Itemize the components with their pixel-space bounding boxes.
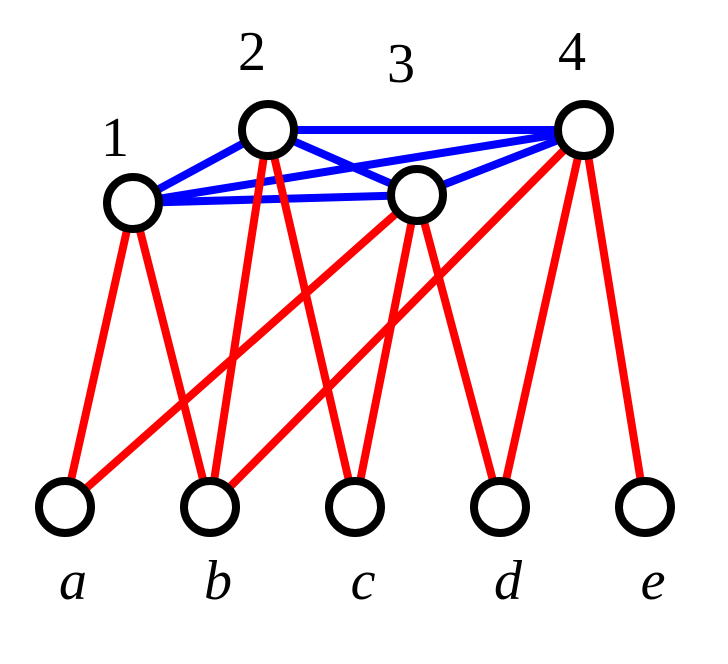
node-ne xyxy=(619,481,671,533)
node-label-ne: e xyxy=(641,550,666,612)
node-label-nb: b xyxy=(204,550,232,612)
node-label-n1: 1 xyxy=(101,107,129,169)
edge-n4-nd xyxy=(500,130,584,507)
node-label-n4: 4 xyxy=(558,21,586,83)
node-label-n2: 2 xyxy=(238,21,266,83)
edge-n3-nd xyxy=(417,195,500,507)
node-n4 xyxy=(558,104,610,156)
node-n1 xyxy=(107,177,159,229)
graph-diagram: 1 2 3 4 a b c d e xyxy=(0,0,728,664)
node-label-nd: d xyxy=(494,550,523,612)
node-n3 xyxy=(391,169,443,221)
node-label-nc: c xyxy=(351,550,376,612)
node-label-n3: 3 xyxy=(387,33,415,95)
node-nc xyxy=(329,481,381,533)
edge-n1-nb xyxy=(133,203,210,507)
node-nd xyxy=(474,481,526,533)
node-label-na: a xyxy=(59,550,87,612)
node-n2 xyxy=(242,104,294,156)
edge-n1-na xyxy=(65,203,133,507)
node-nb xyxy=(184,481,236,533)
edge-n4-ne xyxy=(584,130,645,507)
node-na xyxy=(39,481,91,533)
